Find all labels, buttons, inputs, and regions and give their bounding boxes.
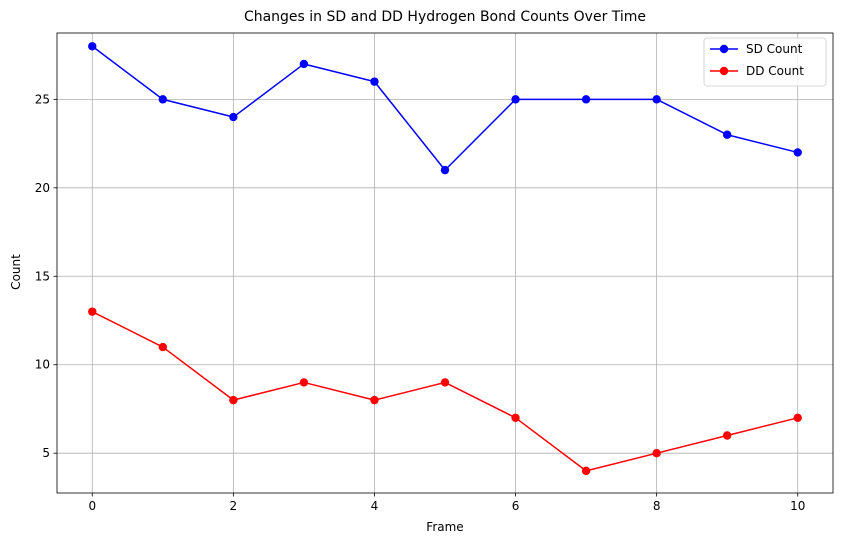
- legend-label: SD Count: [746, 42, 803, 56]
- x-axis-label: Frame: [426, 520, 463, 534]
- data-point-sd-count: [229, 112, 238, 122]
- plot-frame: [56, 32, 834, 494]
- legend-label: DD Count: [746, 64, 804, 78]
- data-point-sd-count: [581, 95, 591, 104]
- legend-marker: [719, 66, 729, 76]
- data-point-dd-count: [722, 431, 732, 440]
- data-point-dd-count: [581, 466, 591, 476]
- legend: SD Count DD Count: [703, 37, 827, 87]
- series-sd-count: [88, 42, 802, 175]
- chart-title: Changes in SD and DD Hydrogen Bond Count…: [244, 9, 646, 25]
- data-point-dd-count: [229, 395, 238, 405]
- legend-item-dd-count: DD Count: [710, 64, 804, 78]
- series-dd-count: [88, 307, 802, 476]
- data-point-sd-count: [793, 148, 802, 157]
- data-point-sd-count: [88, 42, 97, 51]
- y-tick-label: 15: [35, 269, 50, 283]
- data-point-dd-count: [652, 448, 661, 458]
- x-tick-label: 2: [230, 499, 238, 513]
- data-point-dd-count: [511, 413, 520, 423]
- series-layer: [88, 42, 802, 476]
- data-point-sd-count: [158, 95, 168, 104]
- y-tick-label: 20: [35, 181, 50, 195]
- data-point-sd-count: [511, 95, 520, 104]
- data-point-dd-count: [88, 307, 97, 316]
- data-point-sd-count: [440, 165, 450, 175]
- data-point-sd-count: [652, 95, 661, 104]
- y-tick-label: 25: [35, 92, 50, 106]
- data-point-dd-count: [370, 395, 379, 405]
- x-tick-label: 4: [371, 499, 379, 513]
- legend-item-sd-count: SD Count: [710, 42, 803, 56]
- data-point-sd-count: [370, 77, 379, 86]
- tick-layer: 0 2 4 6 8 10 5 10 15 20 25: [35, 92, 806, 513]
- y-tick-label: 10: [35, 358, 50, 372]
- legend-box: [703, 37, 827, 87]
- x-tick-label: 10: [790, 499, 805, 513]
- y-tick-label: 5: [42, 446, 50, 460]
- data-point-sd-count: [722, 130, 732, 139]
- y-axis-label: Count: [9, 254, 23, 290]
- x-tick-label: 6: [512, 499, 520, 513]
- data-point-sd-count: [299, 59, 309, 69]
- legend-marker: [719, 44, 729, 54]
- data-point-dd-count: [440, 378, 450, 387]
- x-tick-label: 0: [88, 499, 96, 513]
- x-tick-label: 8: [653, 499, 661, 513]
- data-point-dd-count: [299, 378, 309, 387]
- data-point-dd-count: [793, 413, 802, 423]
- data-point-dd-count: [158, 342, 168, 352]
